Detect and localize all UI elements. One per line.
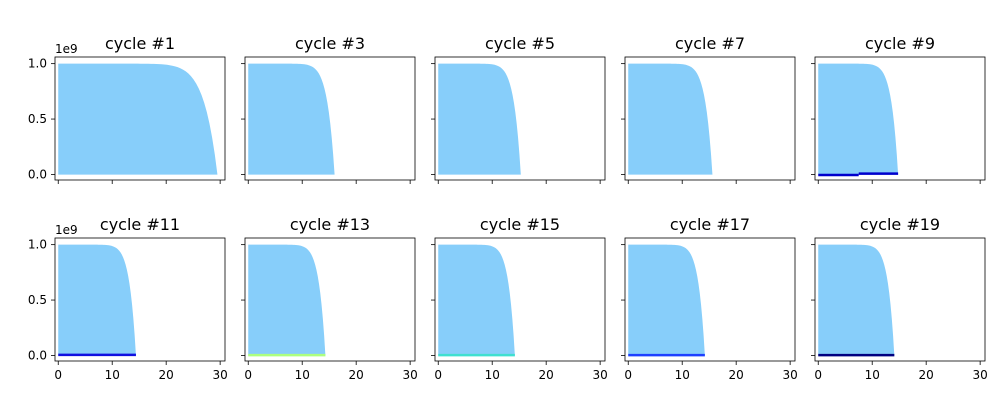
subplot-title: cycle #7	[675, 34, 745, 53]
axes-frame	[814, 237, 986, 362]
x-tick-label: 20	[539, 368, 554, 382]
area-fill	[438, 244, 515, 356]
x-tick-label: 30	[213, 368, 228, 382]
area-fill	[438, 63, 521, 175]
y-tick-label: 1.0	[28, 57, 47, 71]
x-tick-label: 10	[675, 368, 690, 382]
y-tick-label: 0.0	[28, 348, 47, 362]
subplot-6: cycle #11 0 10 20 30 0.0 0.5 1.0 1e9	[28, 215, 228, 382]
x-tick-label: 20	[729, 368, 744, 382]
subplot-title: cycle #11	[100, 215, 180, 234]
subplot-10: cycle #19 0 10 20 30	[811, 215, 988, 382]
x-tick-label: 30	[403, 368, 418, 382]
y-offset-label: 1e9	[55, 223, 78, 237]
subplot-title: cycle #5	[485, 34, 555, 53]
x-tick-label: 0	[244, 368, 252, 382]
x-tick-label: 10	[295, 368, 310, 382]
x-tick-label: 10	[865, 368, 880, 382]
x-tick-label: 0	[434, 368, 442, 382]
x-tick-label: 20	[159, 368, 174, 382]
area-fill	[628, 63, 713, 175]
x-tick-label: 10	[105, 368, 120, 382]
axes-frame	[54, 56, 226, 181]
subplot-title: cycle #13	[290, 215, 370, 234]
y-tick-label: 1.0	[28, 238, 47, 252]
subplot-4: cycle #7	[621, 34, 796, 184]
axes-frame	[244, 56, 416, 181]
x-tick-label: 20	[919, 368, 934, 382]
subplot-title: cycle #17	[670, 215, 750, 234]
x-tick-label: 0	[624, 368, 632, 382]
y-tick-label: 0.5	[28, 293, 47, 307]
x-tick-label: 20	[349, 368, 364, 382]
subplot-3: cycle #5	[431, 34, 606, 184]
axes-frame	[54, 237, 226, 362]
area-fill	[58, 244, 136, 356]
subplot-title: cycle #3	[295, 34, 365, 53]
subplot-8: cycle #15 0 10 20 30	[431, 215, 608, 382]
subplot-5: cycle #9	[811, 34, 986, 184]
subplot-2: cycle #3	[241, 34, 416, 184]
axes-frame	[624, 56, 796, 181]
x-tick-label: 30	[593, 368, 608, 382]
y-offset-label: 1e9	[55, 42, 78, 56]
subplot-1: cycle #1 0.0 0.5 1.0 1e9	[28, 34, 226, 184]
axes-frame	[814, 56, 986, 181]
axes-frame	[244, 237, 416, 362]
axes-frame	[624, 237, 796, 362]
area-fill	[248, 63, 335, 175]
subplot-7: cycle #13 0 10 20 30	[241, 215, 418, 382]
area-fill	[818, 63, 899, 175]
x-tick-label: 0	[54, 368, 62, 382]
subplot-9: cycle #17 0 10 20 30	[621, 215, 798, 382]
x-tick-label: 0	[814, 368, 822, 382]
y-tick-label: 0.5	[28, 112, 47, 126]
area-fill	[248, 244, 326, 356]
x-tick-label: 10	[485, 368, 500, 382]
subplot-title: cycle #19	[860, 215, 940, 234]
x-tick-label: 30	[783, 368, 798, 382]
axes-frame	[434, 237, 606, 362]
subplot-title: cycle #9	[865, 34, 935, 53]
y-tick-label: 0.0	[28, 167, 47, 181]
subplot-title: cycle #1	[105, 34, 175, 53]
axes-frame	[434, 56, 606, 181]
area-fill	[818, 244, 895, 356]
subplot-title: cycle #15	[480, 215, 560, 234]
area-fill	[58, 63, 218, 175]
area-fill	[628, 244, 705, 356]
x-tick-label: 30	[973, 368, 988, 382]
